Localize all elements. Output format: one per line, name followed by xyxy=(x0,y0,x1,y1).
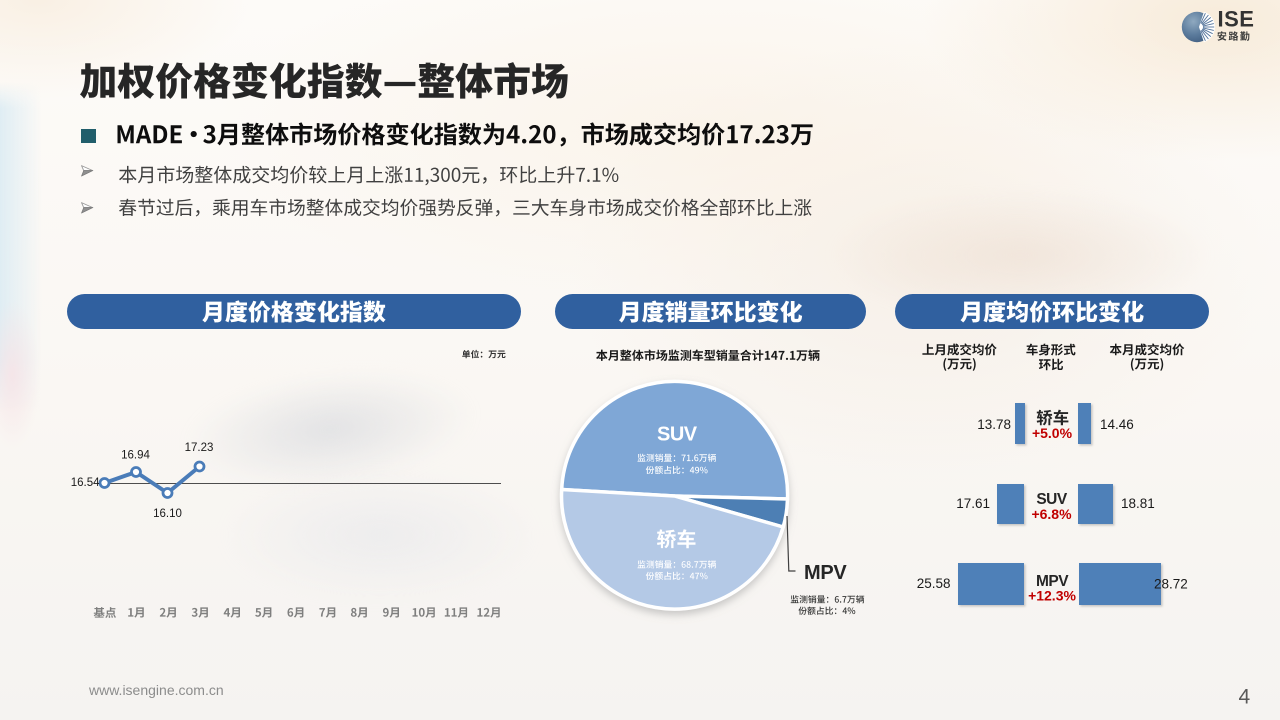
svg-text:25.58: 25.58 xyxy=(917,576,951,591)
svg-text:+12.3%: +12.3% xyxy=(1028,588,1076,604)
svg-text:+6.8%: +6.8% xyxy=(1031,506,1072,522)
svg-text:ISE: ISE xyxy=(1218,6,1255,31)
svg-text:28.72: 28.72 xyxy=(1154,577,1188,592)
svg-text:17.23: 17.23 xyxy=(185,442,214,454)
svg-text:16.10: 16.10 xyxy=(153,508,182,520)
svg-text:MPV: MPV xyxy=(804,562,847,584)
svg-text:+5.0%: +5.0% xyxy=(1032,425,1073,441)
svg-text:www.isengine.com.cn: www.isengine.com.cn xyxy=(88,682,224,698)
svg-text:17.61: 17.61 xyxy=(956,496,990,511)
svg-text:SUV: SUV xyxy=(1036,491,1068,508)
svg-text:SUV: SUV xyxy=(657,423,698,445)
svg-text:14.46: 14.46 xyxy=(1100,417,1134,432)
svg-text:16.54: 16.54 xyxy=(71,477,100,489)
svg-text:4: 4 xyxy=(1238,686,1250,709)
svg-text:18.81: 18.81 xyxy=(1121,496,1155,511)
svg-text:16.94: 16.94 xyxy=(121,449,150,461)
svg-text:13.78: 13.78 xyxy=(977,417,1011,432)
svg-text:MPV: MPV xyxy=(1036,573,1069,590)
